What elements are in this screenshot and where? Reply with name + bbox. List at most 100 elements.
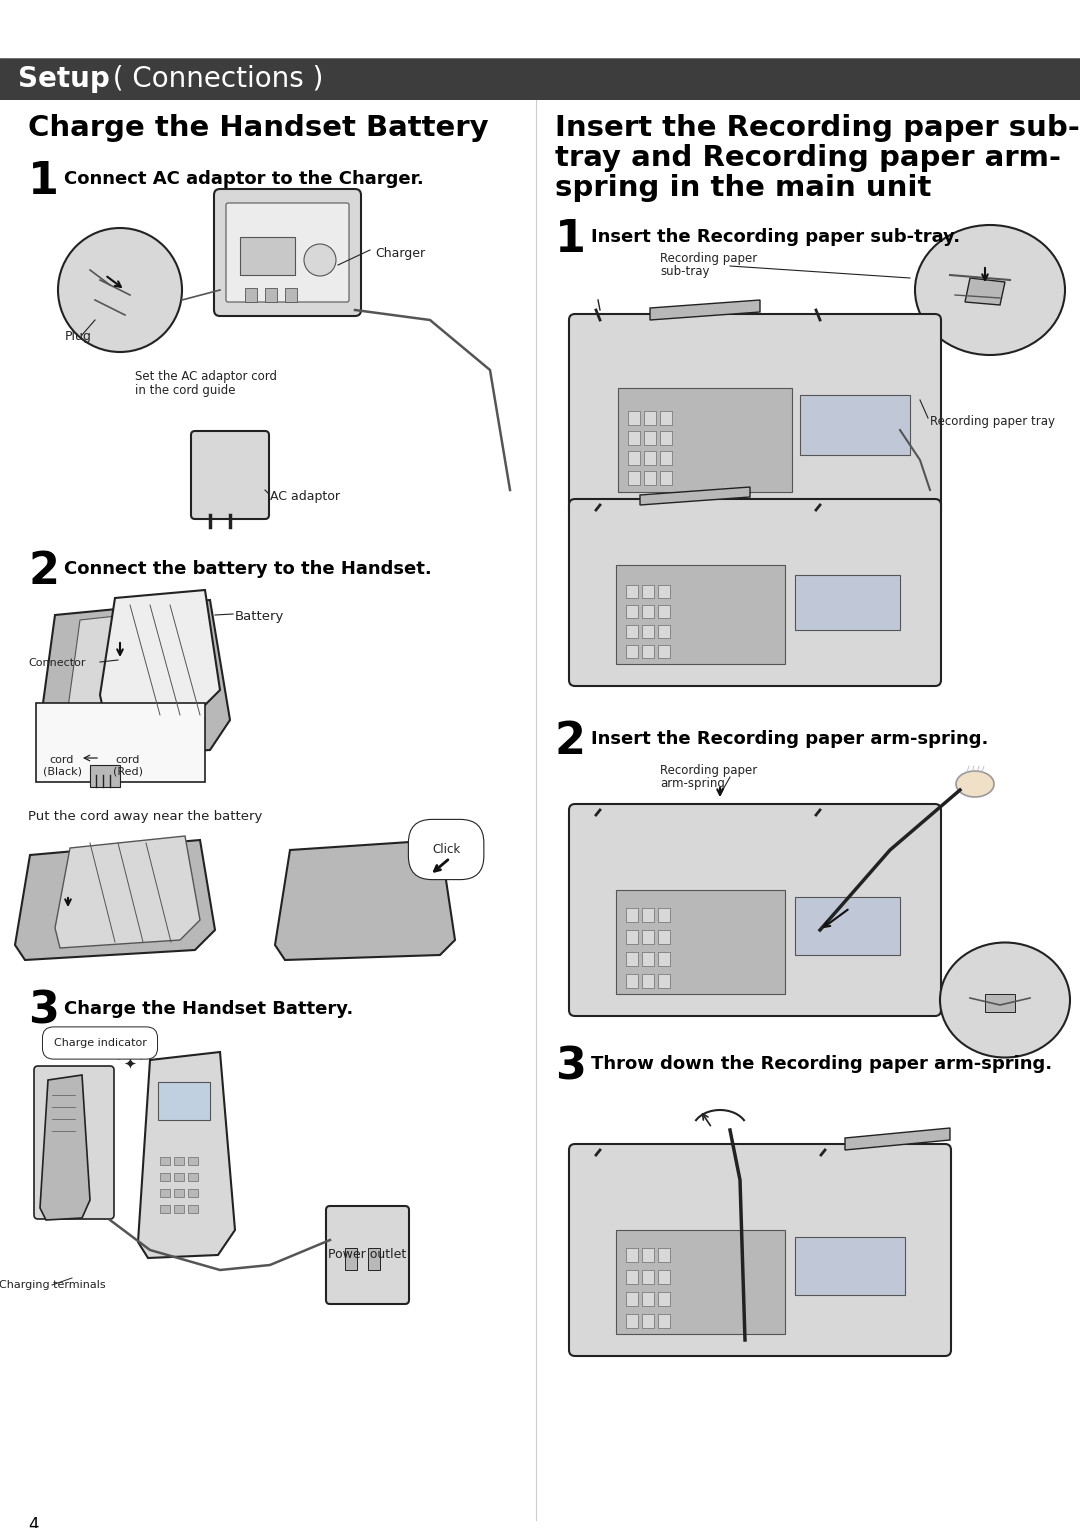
FancyBboxPatch shape — [616, 889, 785, 995]
Bar — [188, 1157, 198, 1164]
Text: cord: cord — [116, 755, 140, 766]
FancyBboxPatch shape — [191, 431, 269, 520]
Text: 4: 4 — [28, 1516, 39, 1528]
Bar — [642, 625, 654, 639]
Text: AC adaptor: AC adaptor — [270, 490, 340, 503]
Text: ✦: ✦ — [123, 1057, 136, 1073]
Bar — [174, 1189, 184, 1196]
Bar — [658, 908, 670, 921]
Polygon shape — [845, 1128, 950, 1151]
Polygon shape — [640, 487, 750, 504]
Bar — [160, 1174, 170, 1181]
Text: Click: Click — [432, 843, 460, 856]
Bar — [660, 411, 672, 425]
Bar — [188, 1174, 198, 1181]
Bar — [658, 1314, 670, 1328]
Bar — [368, 1248, 380, 1270]
Ellipse shape — [915, 225, 1065, 354]
Bar — [160, 1157, 170, 1164]
FancyBboxPatch shape — [569, 804, 941, 1016]
Bar — [626, 952, 638, 966]
Bar — [626, 1248, 638, 1262]
Text: Setup: Setup — [18, 66, 110, 93]
Bar — [642, 908, 654, 921]
Text: 2: 2 — [28, 550, 59, 593]
Text: Charging terminals: Charging terminals — [0, 1280, 106, 1290]
Text: cord: cord — [50, 755, 75, 766]
Text: spring in the main unit: spring in the main unit — [555, 174, 931, 202]
Bar — [795, 1238, 905, 1296]
Bar — [626, 625, 638, 639]
Text: Charge the Handset Battery.: Charge the Handset Battery. — [64, 999, 353, 1018]
Polygon shape — [650, 299, 760, 319]
Polygon shape — [275, 840, 455, 960]
Bar — [642, 1293, 654, 1306]
Text: 1: 1 — [28, 160, 59, 203]
Bar — [626, 1293, 638, 1306]
Bar — [658, 931, 670, 944]
Bar — [642, 605, 654, 617]
Polygon shape — [966, 278, 1005, 306]
Text: Recording paper: Recording paper — [660, 764, 757, 778]
Bar — [642, 931, 654, 944]
Text: 3: 3 — [28, 990, 59, 1033]
Bar — [626, 931, 638, 944]
Bar — [795, 897, 900, 955]
Text: ( Connections ): ( Connections ) — [95, 66, 323, 93]
Text: arm-spring: arm-spring — [660, 778, 725, 790]
Bar — [642, 1270, 654, 1284]
Text: tray and Recording paper arm-: tray and Recording paper arm- — [555, 144, 1061, 173]
Text: sub-tray: sub-tray — [660, 264, 710, 278]
Bar — [240, 237, 295, 275]
Bar — [188, 1206, 198, 1213]
Text: Charge indicator: Charge indicator — [54, 1038, 147, 1048]
Text: Set the AC adaptor cord: Set the AC adaptor cord — [135, 370, 276, 384]
FancyBboxPatch shape — [326, 1206, 409, 1303]
Bar — [644, 451, 656, 465]
Bar — [644, 411, 656, 425]
FancyBboxPatch shape — [36, 703, 205, 782]
Text: Charger: Charger — [375, 248, 426, 260]
Bar — [160, 1206, 170, 1213]
Text: Insert the Recording paper arm-spring.: Insert the Recording paper arm-spring. — [591, 730, 988, 749]
Bar — [658, 645, 670, 659]
Polygon shape — [40, 1076, 90, 1219]
FancyArrow shape — [743, 530, 777, 597]
Bar — [90, 766, 120, 787]
Bar — [642, 1248, 654, 1262]
FancyBboxPatch shape — [214, 189, 361, 316]
Bar — [660, 471, 672, 484]
Bar — [658, 952, 670, 966]
Bar — [626, 1314, 638, 1328]
Bar — [642, 973, 654, 989]
Ellipse shape — [940, 943, 1070, 1057]
Text: Connect AC adaptor to the Charger.: Connect AC adaptor to the Charger. — [64, 170, 423, 188]
Text: 1: 1 — [555, 219, 586, 261]
Polygon shape — [15, 840, 215, 960]
Text: Connector: Connector — [28, 659, 85, 668]
Bar — [626, 585, 638, 597]
Bar — [658, 1293, 670, 1306]
Bar — [644, 431, 656, 445]
Bar — [627, 431, 640, 445]
Text: 3: 3 — [555, 1045, 585, 1088]
Circle shape — [303, 244, 336, 277]
Bar — [800, 396, 910, 455]
Text: Recording paper: Recording paper — [660, 252, 757, 264]
Bar — [644, 471, 656, 484]
Text: Throw down the Recording paper arm-spring.: Throw down the Recording paper arm-sprin… — [591, 1054, 1052, 1073]
Text: Charge the Handset Battery: Charge the Handset Battery — [28, 115, 488, 142]
Bar — [174, 1206, 184, 1213]
Text: Insert the Recording paper sub-tray.: Insert the Recording paper sub-tray. — [591, 228, 960, 246]
Polygon shape — [55, 836, 200, 947]
Text: 2: 2 — [555, 720, 586, 762]
Bar — [174, 1157, 184, 1164]
Bar — [627, 451, 640, 465]
Bar — [658, 585, 670, 597]
Bar — [642, 645, 654, 659]
FancyBboxPatch shape — [618, 388, 792, 492]
Text: Put the cord away near the battery: Put the cord away near the battery — [28, 810, 262, 824]
FancyBboxPatch shape — [569, 500, 941, 686]
Bar — [642, 585, 654, 597]
Bar — [660, 451, 672, 465]
